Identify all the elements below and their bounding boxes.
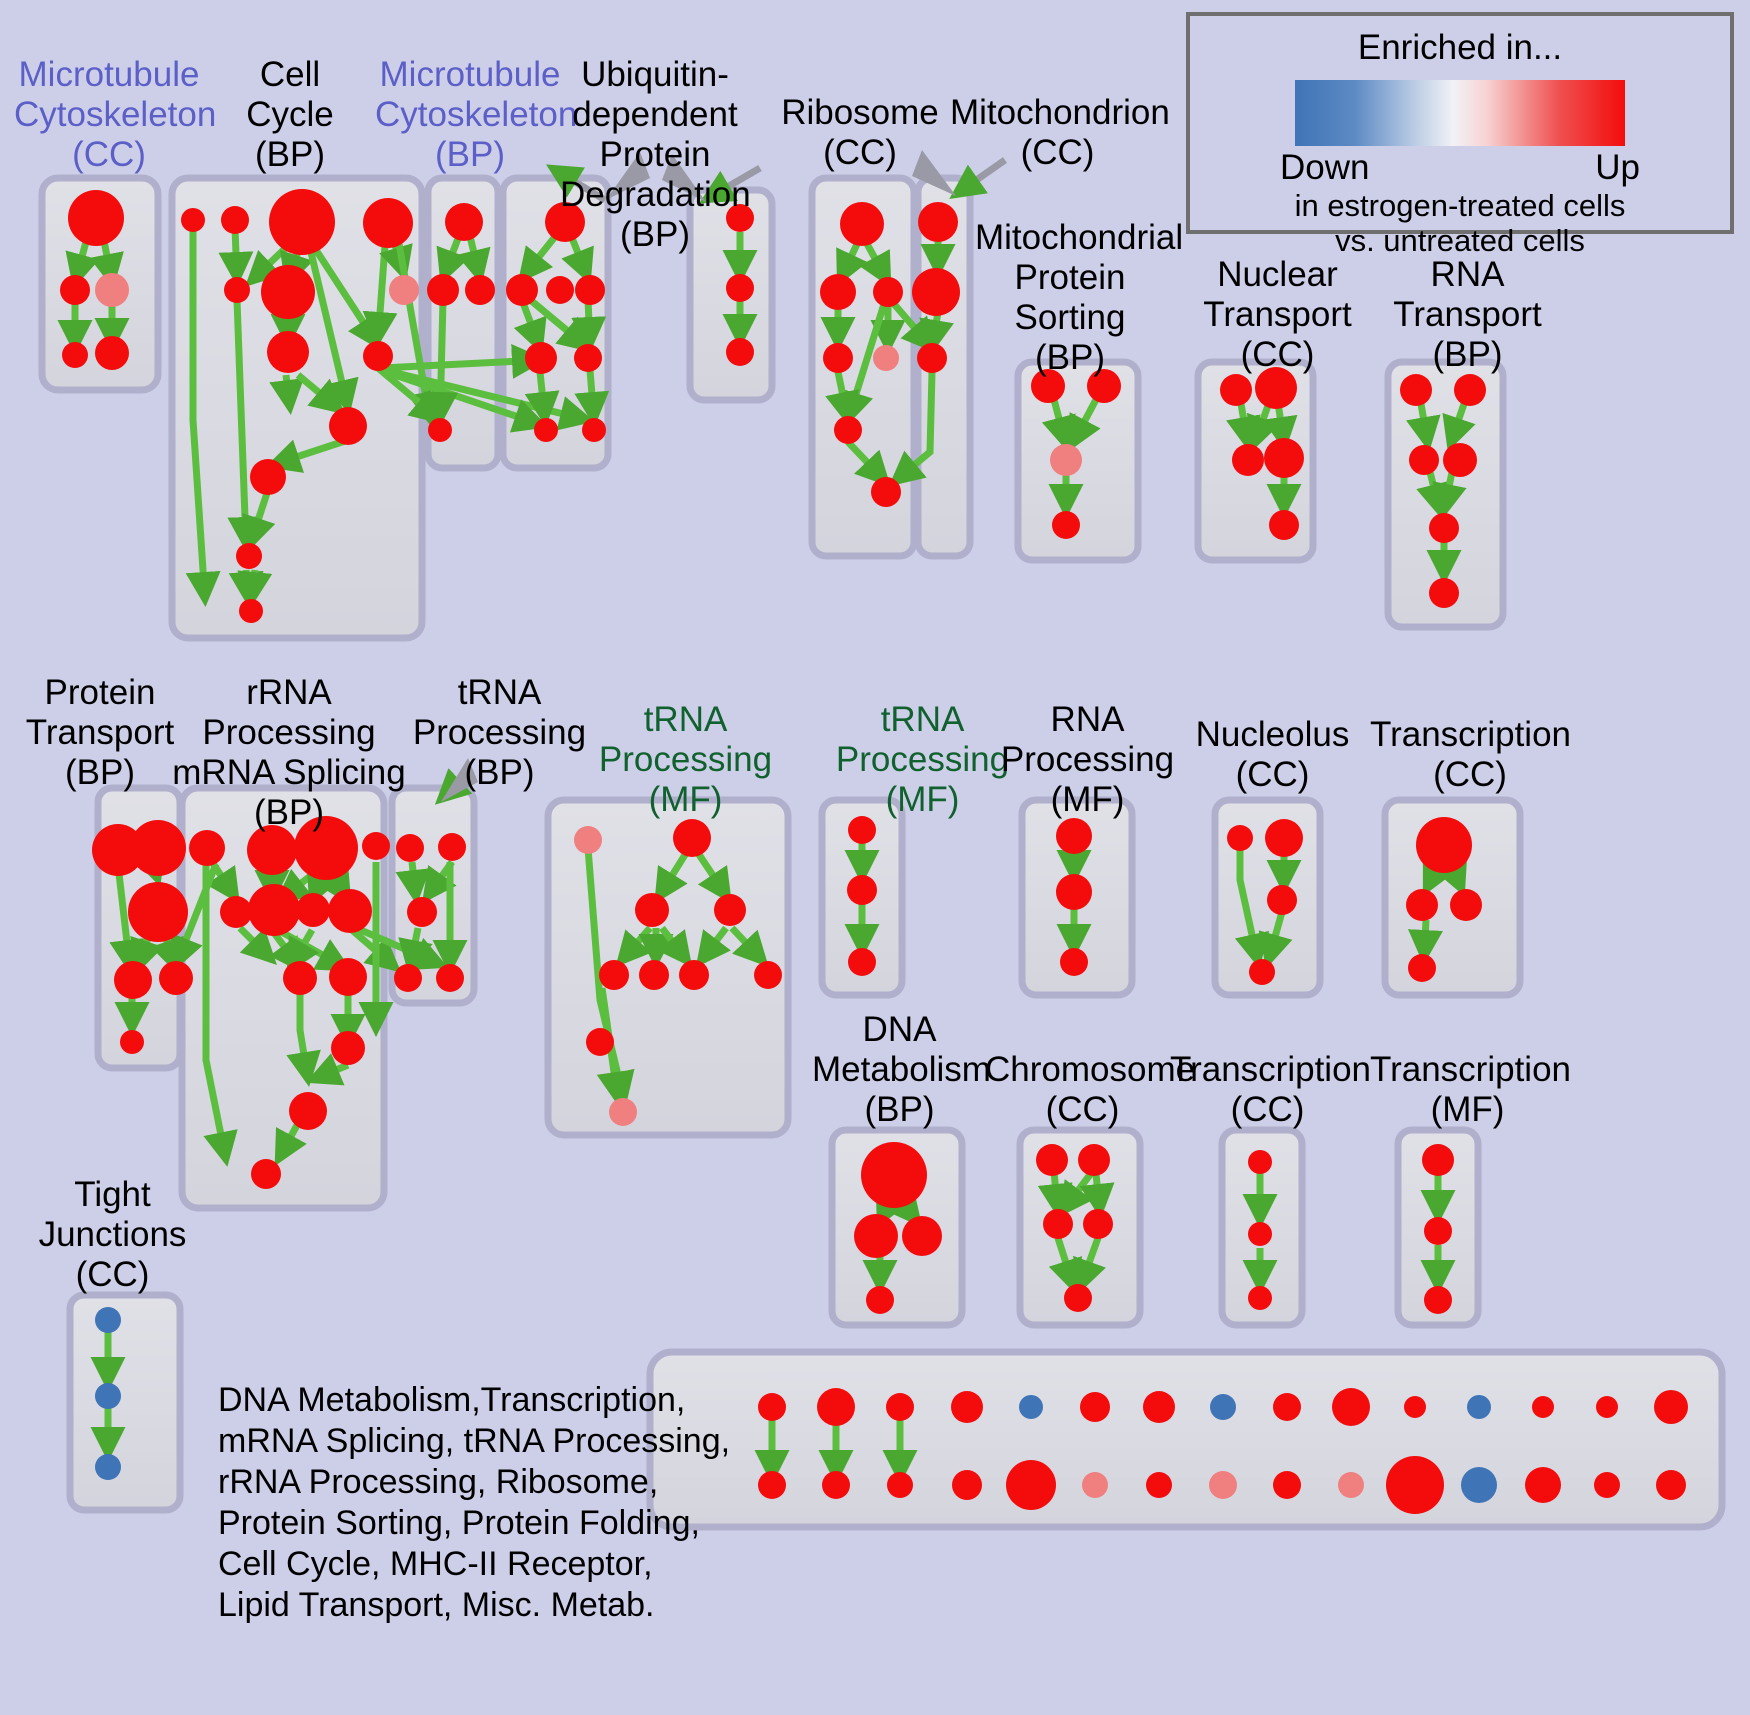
legend-color-gradient-bar xyxy=(1295,80,1625,146)
note-line-6: Lipid Transport, Misc. Metab. xyxy=(218,1586,655,1624)
legend-down-label: Down xyxy=(1280,148,1370,187)
note-line-3: rRNA Processing, Ribosome, xyxy=(218,1463,659,1501)
pointer-arrowheads xyxy=(441,150,956,802)
legend-up-label: Up xyxy=(1595,148,1640,187)
graph-edges xyxy=(57,219,1476,1485)
legend-subtitle-line1: in estrogen-treated cells xyxy=(1294,188,1626,223)
graph-nodes xyxy=(60,189,1688,1514)
note-line-5: Cell Cycle, MHC-II Receptor, xyxy=(218,1545,653,1583)
note-line-4: Protein Sorting, Protein Folding, xyxy=(218,1504,700,1542)
note-line-1: DNA Metabolism,Transcription, xyxy=(218,1381,686,1419)
legend-subtitle-line2: vs. untreated cells xyxy=(1335,223,1585,258)
note-line-2: mRNA Splicing, tRNA Processing, xyxy=(218,1422,731,1460)
unconnected-modules-note: DNA Metabolism,Transcription, mRNA Splic… xyxy=(218,1380,738,1626)
legend-title: Enriched in... xyxy=(1357,28,1563,67)
legend-panel: Enriched in... Down Up in estrogen-treat… xyxy=(1186,12,1734,258)
